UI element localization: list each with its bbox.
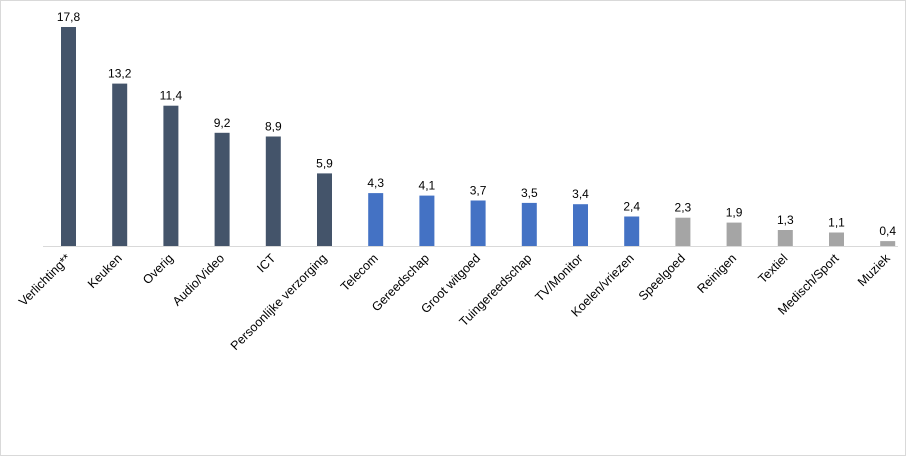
value-label-12: 2,3 — [675, 201, 692, 215]
value-label-15: 1,1 — [828, 216, 845, 230]
value-label-3: 9,2 — [214, 116, 231, 130]
category-label-2: Overig — [140, 251, 176, 287]
value-label-2: 11,4 — [160, 89, 183, 103]
category-label-5: Persoonlijke verzorging — [228, 251, 330, 353]
bar-13 — [726, 222, 742, 246]
value-labels-group: 17,8 13,2 11,4 9,2 8,9 5,9 4,3 4,1 3,7 3,5 3,4 2,4 2… — [57, 10, 897, 238]
value-label-7: 4,1 — [419, 179, 436, 193]
bar-6 — [368, 193, 384, 246]
bar-0 — [61, 27, 76, 246]
bars-group — [61, 27, 896, 246]
value-label-8: 3,7 — [470, 184, 487, 198]
value-label-4: 8,9 — [265, 120, 282, 134]
value-label-1: 13,2 — [108, 67, 132, 81]
bar-12 — [675, 217, 691, 246]
bar-14 — [777, 230, 793, 246]
bar-10 — [573, 204, 588, 246]
category-label-6: Telecom — [338, 251, 381, 294]
bar-3 — [214, 132, 230, 246]
value-label-14: 1,3 — [777, 213, 794, 227]
bar-8 — [470, 200, 486, 246]
category-label-10: TV/Monitor — [532, 251, 585, 304]
value-label-11: 2,4 — [623, 200, 640, 214]
bar-7 — [419, 195, 435, 246]
value-label-5: 5,9 — [316, 156, 333, 170]
value-label-9: 3,5 — [521, 186, 538, 200]
category-label-12: Speelgoed — [636, 251, 688, 303]
category-label-0: Verlichting** — [16, 251, 74, 309]
bar-4 — [265, 136, 281, 246]
bar-11 — [624, 216, 640, 246]
category-label-16: Muziek — [855, 251, 893, 289]
category-label-4: ICT — [254, 251, 278, 275]
category-label-13: Reinigen — [694, 251, 739, 296]
bar-16 — [880, 241, 896, 246]
value-label-10: 3,4 — [572, 187, 589, 201]
category-label-1: Keuken — [85, 251, 125, 291]
category-label-3: Audio/Video — [170, 251, 227, 308]
category-label-14: Textiel — [755, 251, 790, 286]
bar-5 — [317, 173, 332, 246]
bar-9 — [521, 202, 537, 246]
bar-2 — [163, 105, 179, 246]
bar-1 — [112, 83, 128, 246]
value-label-16: 0,4 — [879, 224, 896, 238]
value-label-13: 1,9 — [726, 206, 743, 220]
value-label-6: 4,3 — [367, 176, 384, 190]
value-label-0: 17,8 — [57, 10, 81, 24]
bar-15 — [829, 232, 844, 246]
